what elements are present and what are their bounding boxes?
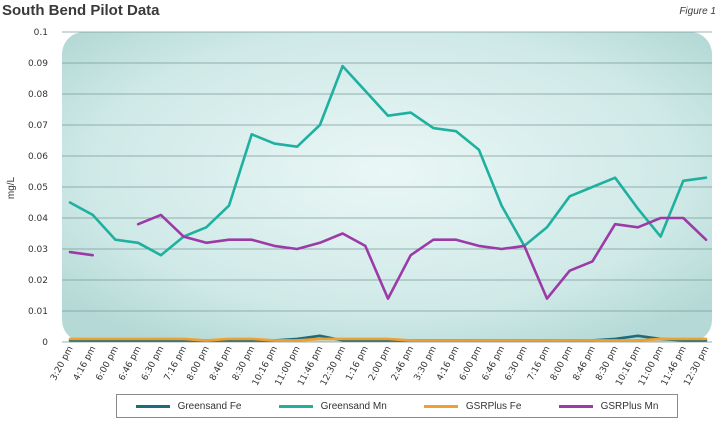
legend-label: GSRPlus Mn xyxy=(600,400,659,412)
y-tick-label: 0.1 xyxy=(34,28,48,38)
y-axis-label: mg/L xyxy=(6,176,17,199)
series-line-gsrplus-fe xyxy=(68,337,708,342)
series-line-greensand-mn xyxy=(68,64,708,257)
legend-swatch xyxy=(423,404,458,408)
y-tick-label: 0.02 xyxy=(28,276,48,286)
y-tick-label: 0.04 xyxy=(28,214,48,224)
legend-item: Greensand Fe xyxy=(135,400,242,412)
series-line-gsrplus-mn xyxy=(136,213,708,300)
y-tick-label: 0.08 xyxy=(28,90,48,100)
y-tick-label: 0.09 xyxy=(28,59,48,69)
y-tick-label: 0.05 xyxy=(28,183,48,193)
legend-item: GSRPlus Fe xyxy=(423,400,522,412)
y-tick-label: 0.06 xyxy=(28,152,48,162)
y-tick-label: 0 xyxy=(42,338,48,348)
legend-swatch xyxy=(135,404,170,408)
y-tick-label: 0.01 xyxy=(28,307,48,317)
legend-label: Greensand Mn xyxy=(320,400,387,412)
legend-item: GSRPlus Mn xyxy=(558,400,659,412)
legend-swatch xyxy=(558,404,593,408)
page-title: South Bend Pilot Data xyxy=(2,2,160,19)
legend-label: Greensand Fe xyxy=(177,400,242,412)
legend-item: Greensand Mn xyxy=(278,400,387,412)
series-line-gsrplus-mn xyxy=(68,250,94,257)
figure-label: Figure 1 xyxy=(679,6,716,17)
legend-label: GSRPlus Fe xyxy=(465,400,522,412)
y-tick-label: 0.07 xyxy=(28,121,48,131)
legend-swatch xyxy=(278,404,313,408)
chart-legend: Greensand Fe Greensand Mn GSRPlus Fe GSRPlu… xyxy=(116,394,678,418)
y-tick-label: 0.03 xyxy=(28,245,48,255)
